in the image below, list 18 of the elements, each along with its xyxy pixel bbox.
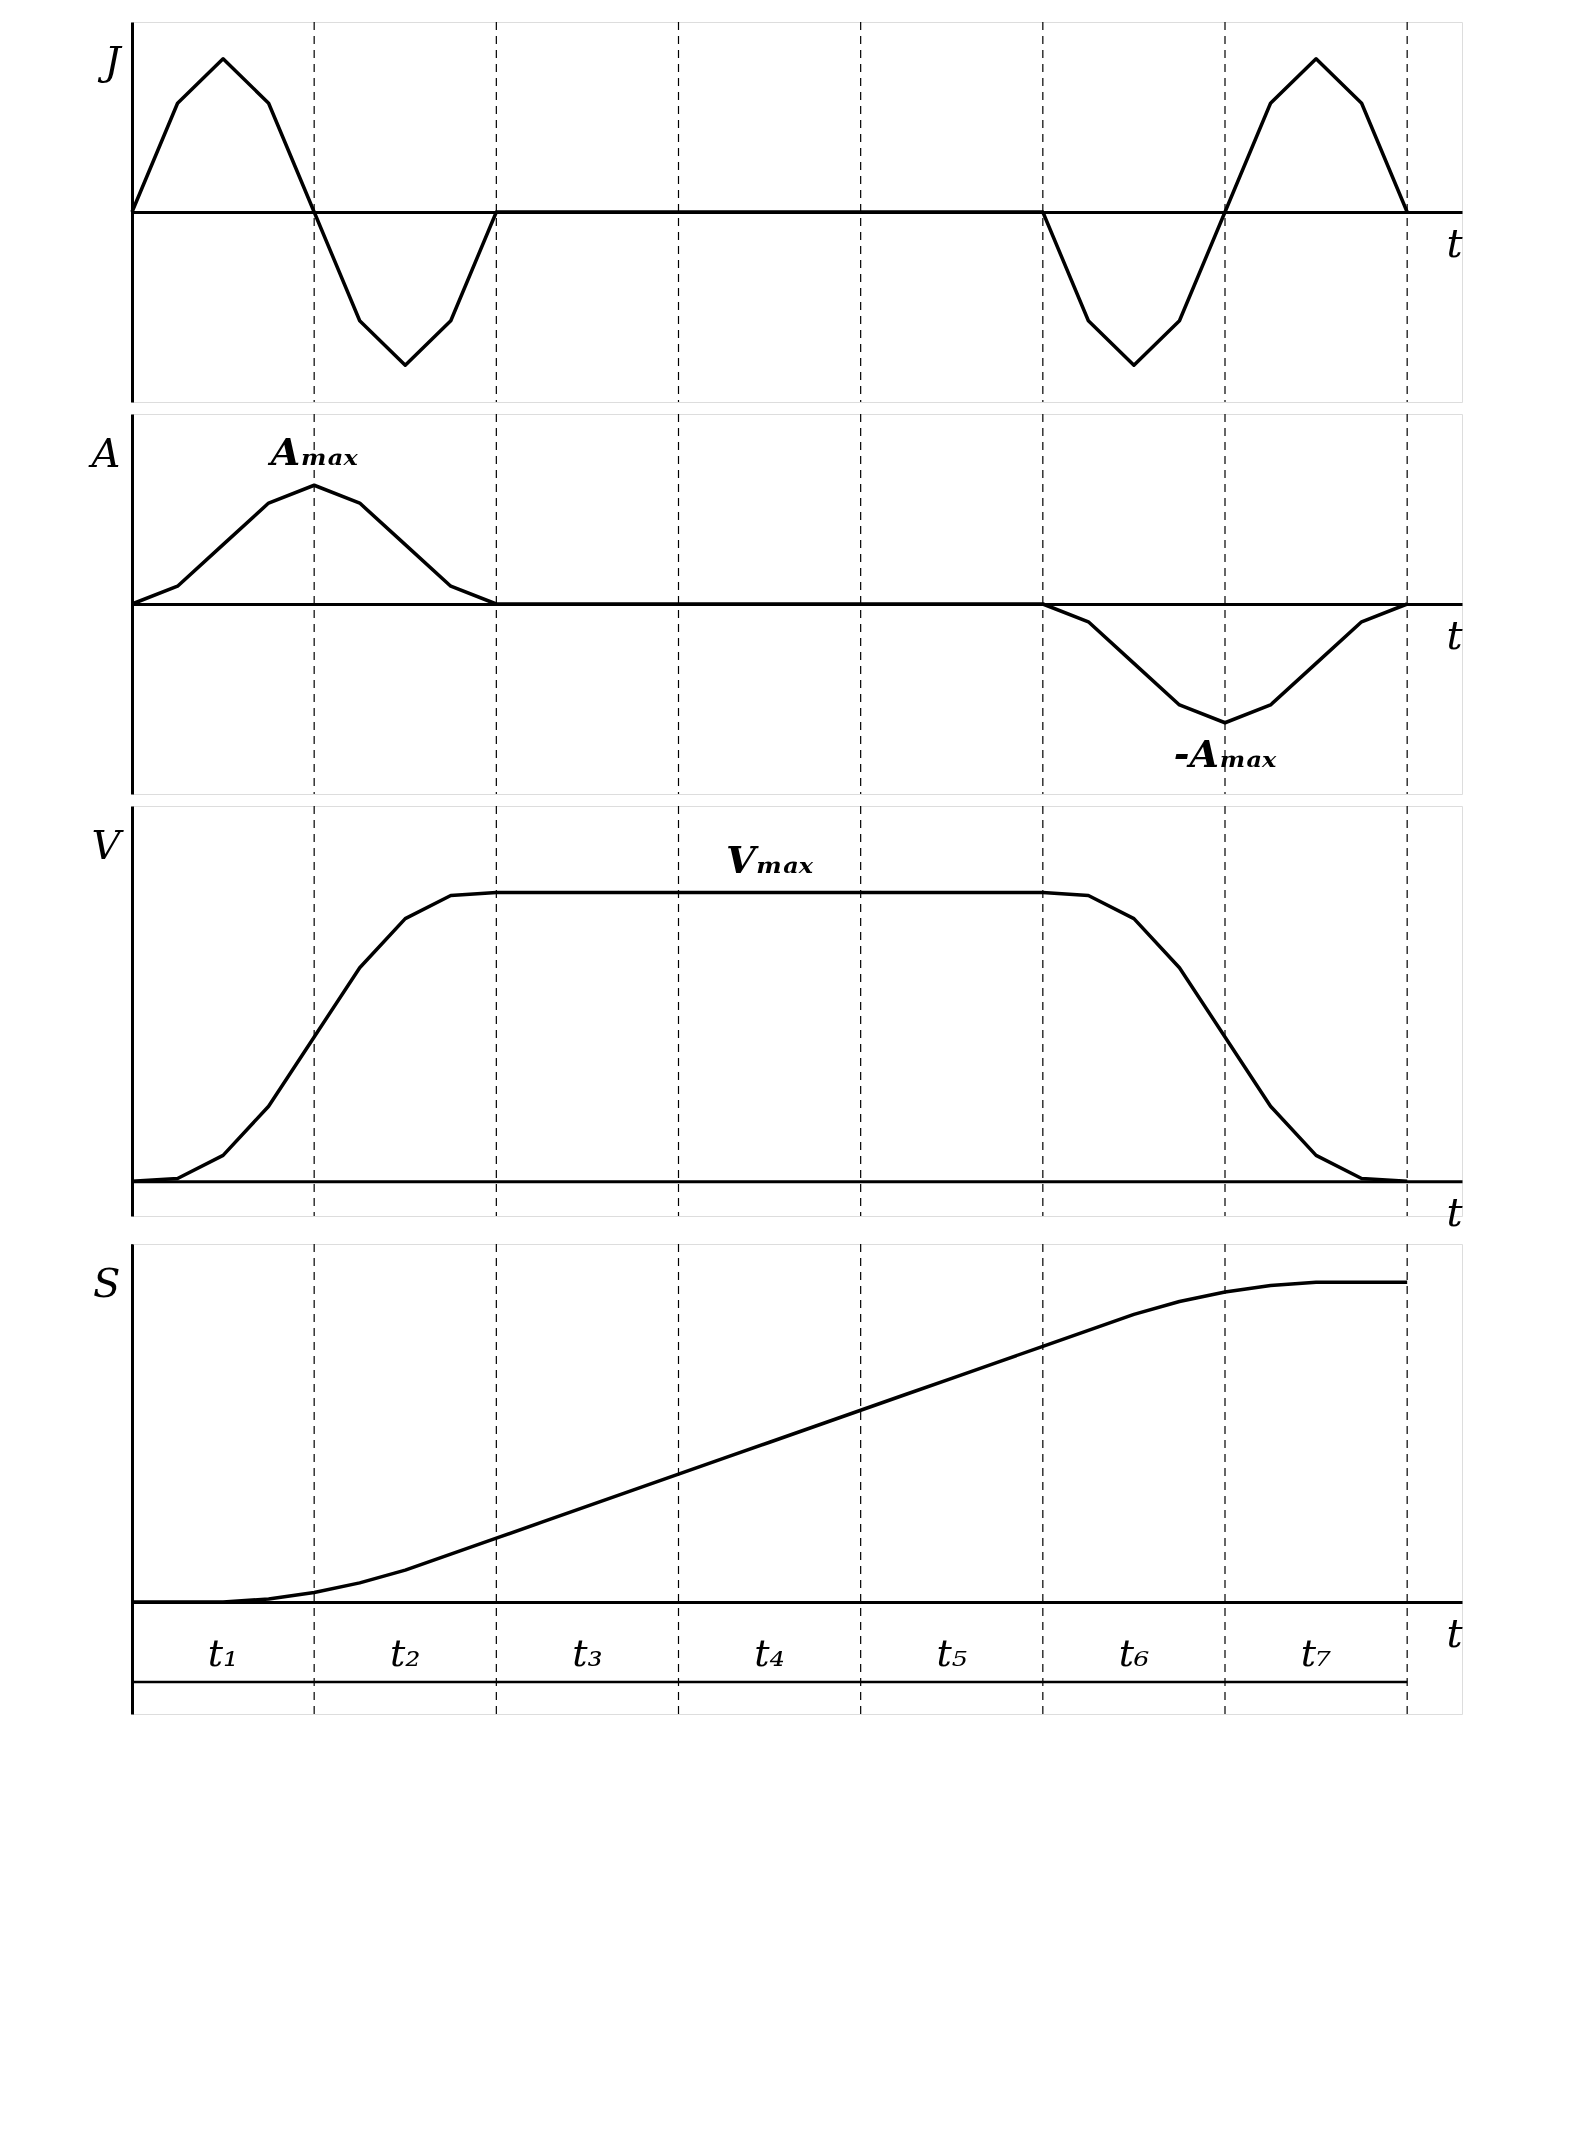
y-axis-title: S: [93, 1259, 121, 1306]
x-axis-title: t: [1446, 1188, 1464, 1235]
text: Vₘₐₓ: [726, 836, 814, 882]
x-axis-title: t: [1446, 219, 1464, 266]
x-axis-title: t: [1446, 611, 1464, 658]
text: Aₘₐₓ: [267, 429, 359, 475]
y-axis-title: V: [91, 821, 125, 868]
text: t₄: [754, 1631, 785, 1676]
text: t₁: [207, 1631, 239, 1676]
text: t₆: [1118, 1631, 1150, 1676]
y-axis-title: A: [87, 429, 121, 476]
text: t₂: [389, 1631, 421, 1676]
text: t₃: [572, 1631, 603, 1676]
text: -Aₘₐₓ: [1173, 730, 1278, 776]
x-axis-title: t: [1446, 1609, 1464, 1656]
text: t₇: [1300, 1631, 1332, 1676]
y-axis-title: J: [97, 37, 123, 84]
text: t₅: [936, 1631, 968, 1676]
